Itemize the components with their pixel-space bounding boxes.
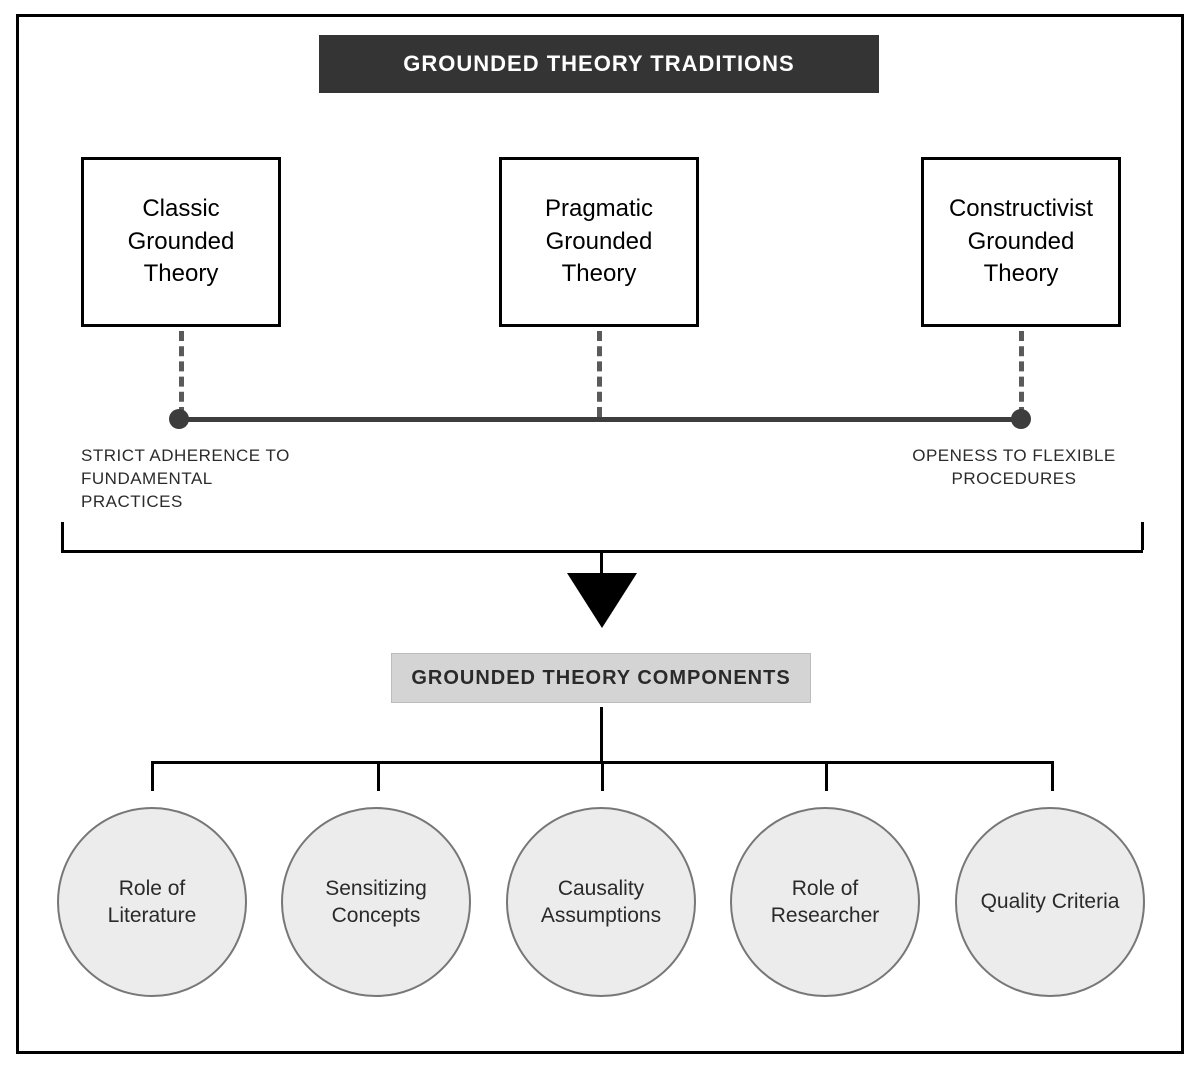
small-bracket-drop: [1051, 761, 1054, 791]
component-circle-researcher: Role of Researcher: [730, 807, 920, 997]
components-title-text: GROUNDED THEORY COMPONENTS: [411, 667, 790, 690]
dash-connector: [179, 331, 184, 417]
component-circle-causality: Causality Assumptions: [506, 807, 696, 997]
tradition-label: Classic Grounded Theory: [94, 193, 268, 290]
big-bracket-left: [61, 522, 64, 550]
spectrum-label-text: STRICT ADHERENCE TO FUNDAMENTAL PRACTICE…: [81, 446, 290, 511]
component-label: Quality Criteria: [981, 888, 1120, 915]
spectrum-label-left: STRICT ADHERENCE TO FUNDAMENTAL PRACTICE…: [81, 445, 311, 514]
big-bracket-right: [1141, 522, 1144, 550]
arrow-down-icon: [567, 573, 637, 628]
tradition-box-constructivist: Constructivist Grounded Theory: [921, 157, 1121, 327]
spectrum-label-text: OPENESS TO FLEXIBLE PROCEDURES: [912, 446, 1116, 488]
component-circle-quality: Quality Criteria: [955, 807, 1145, 997]
small-bracket-stem: [600, 707, 603, 761]
component-label: Causality Assumptions: [526, 875, 676, 930]
spectrum-label-right: OPENESS TO FLEXIBLE PROCEDURES: [899, 445, 1129, 491]
tradition-box-pragmatic: Pragmatic Grounded Theory: [499, 157, 699, 327]
spectrum-endpoint-right: [1011, 409, 1031, 429]
dash-connector: [1019, 331, 1024, 417]
components-banner: GROUNDED THEORY COMPONENTS: [391, 653, 811, 703]
big-bracket-stem: [600, 551, 603, 573]
diagram-frame: GROUNDED THEORY TRADITIONS Classic Groun…: [16, 14, 1184, 1054]
component-label: Role of Researcher: [750, 875, 900, 930]
small-bracket-drop: [377, 761, 380, 791]
small-bracket-drop: [825, 761, 828, 791]
tradition-box-classic: Classic Grounded Theory: [81, 157, 281, 327]
component-label: Role of Literature: [77, 875, 227, 930]
title-text: GROUNDED THEORY TRADITIONS: [403, 51, 794, 77]
spectrum-endpoint-left: [169, 409, 189, 429]
spectrum-line: [179, 417, 1021, 422]
tradition-label: Pragmatic Grounded Theory: [512, 193, 686, 290]
component-circle-literature: Role of Literature: [57, 807, 247, 997]
dash-connector: [597, 331, 602, 417]
small-bracket-drop: [151, 761, 154, 791]
tradition-label: Constructivist Grounded Theory: [934, 193, 1108, 290]
title-banner: GROUNDED THEORY TRADITIONS: [319, 35, 879, 93]
small-bracket-drop: [601, 761, 604, 791]
component-circle-sensitizing: Sensitizing Concepts: [281, 807, 471, 997]
component-label: Sensitizing Concepts: [301, 875, 451, 930]
